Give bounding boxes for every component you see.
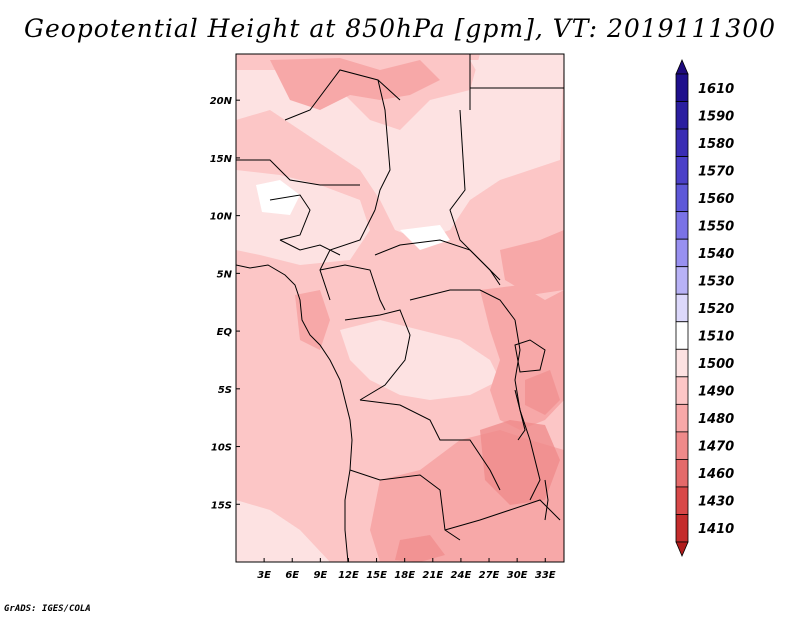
lon-tick-label: 24E [451, 570, 472, 581]
colorbar-swatch [676, 377, 688, 405]
colorbar-swatch [676, 184, 688, 212]
lat-tick-label: 10N [210, 212, 233, 223]
colorbar-swatch [676, 459, 688, 487]
colorbar-top-arrow [676, 60, 688, 74]
colorbar-swatch [676, 514, 688, 542]
colorbar-swatch [676, 322, 688, 350]
lon-tick-label: 33E [535, 570, 556, 581]
lat-tick-label: 10S [211, 443, 232, 454]
colorbar-label: 1570 [698, 164, 734, 179]
colorbar-label: 1500 [698, 357, 734, 372]
colorbar-label: 1470 [698, 440, 734, 455]
colorbar-swatch [676, 487, 688, 515]
lon-tick-label: 27E [479, 570, 500, 581]
map-figure: 3E 6E 9E 12E 15E 18E 21E 24E 27E 30E 33E 20N 15N 10N… [0, 0, 800, 618]
lat-tick-label: 5N [217, 269, 233, 280]
lat-tick-label: 15N [210, 154, 233, 165]
colorbar-label: 1530 [698, 274, 734, 289]
colorbar-label: 1430 [698, 495, 734, 510]
colorbar-label: 1490 [698, 385, 734, 400]
lon-tick-label: 15E [366, 570, 387, 581]
colorbar-swatch [676, 74, 688, 102]
colorbar-label: 1580 [698, 137, 734, 152]
lat-tick-label: 20N [210, 96, 233, 107]
colorbar-label: 1520 [698, 302, 734, 317]
colorbar-bottom-arrow [676, 542, 688, 556]
lon-tick-label: 21E [422, 570, 443, 581]
lat-tick-label: EQ [217, 327, 233, 338]
colorbar-label: 1460 [698, 467, 734, 482]
colorbar-label: 1610 [698, 82, 734, 97]
colorbar: 1610 1590 1580 1570 1560 1550 1540 1530 1520 1510… [676, 60, 734, 556]
colorbar-label: 1540 [698, 247, 734, 262]
lon-tick-label: 30E [507, 570, 528, 581]
lon-tick-label: 6E [285, 570, 299, 581]
colorbar-swatch [676, 129, 688, 157]
latitude-axis: 20N 15N 10N 5N EQ 5S 10S 15S [210, 96, 240, 511]
colorbar-label: 1550 [698, 219, 734, 234]
geopotential-field [236, 54, 564, 562]
colorbar-swatch [676, 404, 688, 432]
colorbar-label: 1410 [698, 522, 734, 537]
lon-tick-label: 12E [338, 570, 359, 581]
colorbar-swatch [676, 239, 688, 267]
colorbar-swatch [676, 432, 688, 460]
colorbar-swatch [676, 157, 688, 185]
colorbar-swatch [676, 294, 688, 322]
colorbar-swatch [676, 212, 688, 240]
lat-tick-label: 15S [211, 500, 232, 511]
colorbar-swatch [676, 267, 688, 295]
colorbar-label: 1480 [698, 412, 734, 427]
colorbar-label: 1590 [698, 109, 734, 124]
colorbar-label: 1510 [698, 330, 734, 345]
lon-tick-label: 18E [394, 570, 415, 581]
lon-tick-label: 9E [313, 570, 327, 581]
colorbar-label: 1560 [698, 192, 734, 207]
colorbar-swatch [676, 102, 688, 130]
lat-tick-label: 5S [218, 385, 232, 396]
lon-tick-label: 3E [257, 570, 271, 581]
colorbar-swatch [676, 349, 688, 377]
